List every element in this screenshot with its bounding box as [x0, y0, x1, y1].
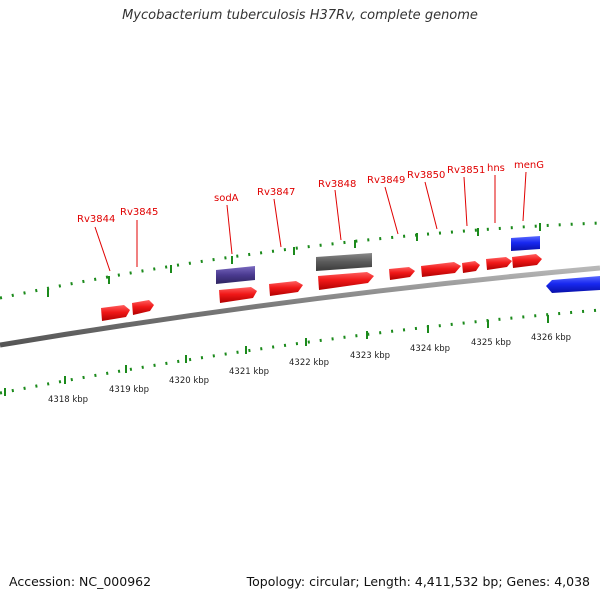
gene-labels: Rv3844 Rv3845 sodA Rv3847 Rv3848 Rv3849 … — [77, 160, 544, 225]
position-label: 4322 kbp — [289, 358, 329, 368]
cds-arrow-rv3845 — [132, 300, 154, 315]
gene-label-rv3845: Rv3845 — [120, 207, 158, 218]
feature-grey — [316, 253, 372, 271]
lower-major-ticks — [4, 315, 549, 396]
cds-arrow-rv3849 — [389, 267, 415, 280]
gene-label-rv3847: Rv3847 — [257, 187, 295, 198]
feature-blue-upper — [511, 236, 540, 251]
gene-label-rv3850: Rv3850 — [407, 170, 445, 181]
position-label: 4318 kbp — [48, 395, 88, 405]
gene-label-rv3851: Rv3851 — [447, 165, 485, 176]
feature-purple — [216, 266, 255, 284]
leader-line-rv3848 — [334, 189, 342, 241]
upper-tick-ring — [0, 221, 600, 300]
cds-arrow-rv3850 — [421, 262, 461, 277]
leader-line-rv3849 — [384, 186, 399, 235]
leader-line-meng — [522, 171, 527, 222]
lower-tick-ring — [0, 308, 600, 395]
cds-arrow-meng — [512, 254, 542, 268]
reverse-arrow-blue — [546, 276, 600, 293]
leader-line-rv3847 — [273, 198, 282, 248]
accession-label: Accession: NC_000962 — [9, 574, 152, 589]
cds-arrow-rv3847 — [269, 281, 303, 296]
features-reverse — [546, 276, 600, 293]
map-title: Mycobacterium tuberculosis H37Rv, comple… — [122, 8, 478, 23]
gene-label-rv3844: Rv3844 — [77, 214, 115, 225]
cds-arrow-rv3851 — [462, 261, 480, 273]
gene-label-soda: sodA — [214, 193, 239, 204]
gene-label-hns: hns — [487, 163, 505, 174]
leader-line-soda — [226, 204, 233, 255]
position-label: 4326 kbp — [531, 333, 571, 343]
cds-arrow-rv3844 — [101, 305, 130, 321]
features-outer-row — [216, 236, 540, 284]
leader-line-rv3851 — [463, 176, 468, 227]
gene-label-rv3849: Rv3849 — [367, 175, 405, 186]
position-label: 4324 kbp — [410, 344, 450, 354]
genome-stats-label: Topology: circular; Length: 4,411,532 bp… — [246, 574, 590, 589]
position-label: 4320 kbp — [169, 376, 209, 386]
position-label: 4325 kbp — [471, 338, 511, 348]
features-forward-cds — [101, 254, 542, 321]
position-label: 4323 kbp — [350, 351, 390, 361]
gene-label-rv3848: Rv3848 — [318, 179, 356, 190]
cds-arrow-hns — [486, 257, 512, 270]
upper-major-ticks — [47, 223, 541, 297]
label-leader-lines — [94, 171, 527, 272]
cds-arrow-rv3848 — [318, 272, 374, 290]
leader-line-rv3844 — [94, 226, 111, 272]
leader-line-rv3850 — [424, 181, 438, 230]
cds-arrow-soda — [219, 287, 257, 303]
genome-backbone — [0, 265, 600, 348]
position-label: 4321 kbp — [229, 367, 269, 377]
gene-label-meng: menG — [514, 160, 544, 171]
position-label: 4319 kbp — [109, 385, 149, 395]
position-labels: 4318 kbp 4319 kbp 4320 kbp 4321 kbp 4322… — [48, 333, 571, 405]
